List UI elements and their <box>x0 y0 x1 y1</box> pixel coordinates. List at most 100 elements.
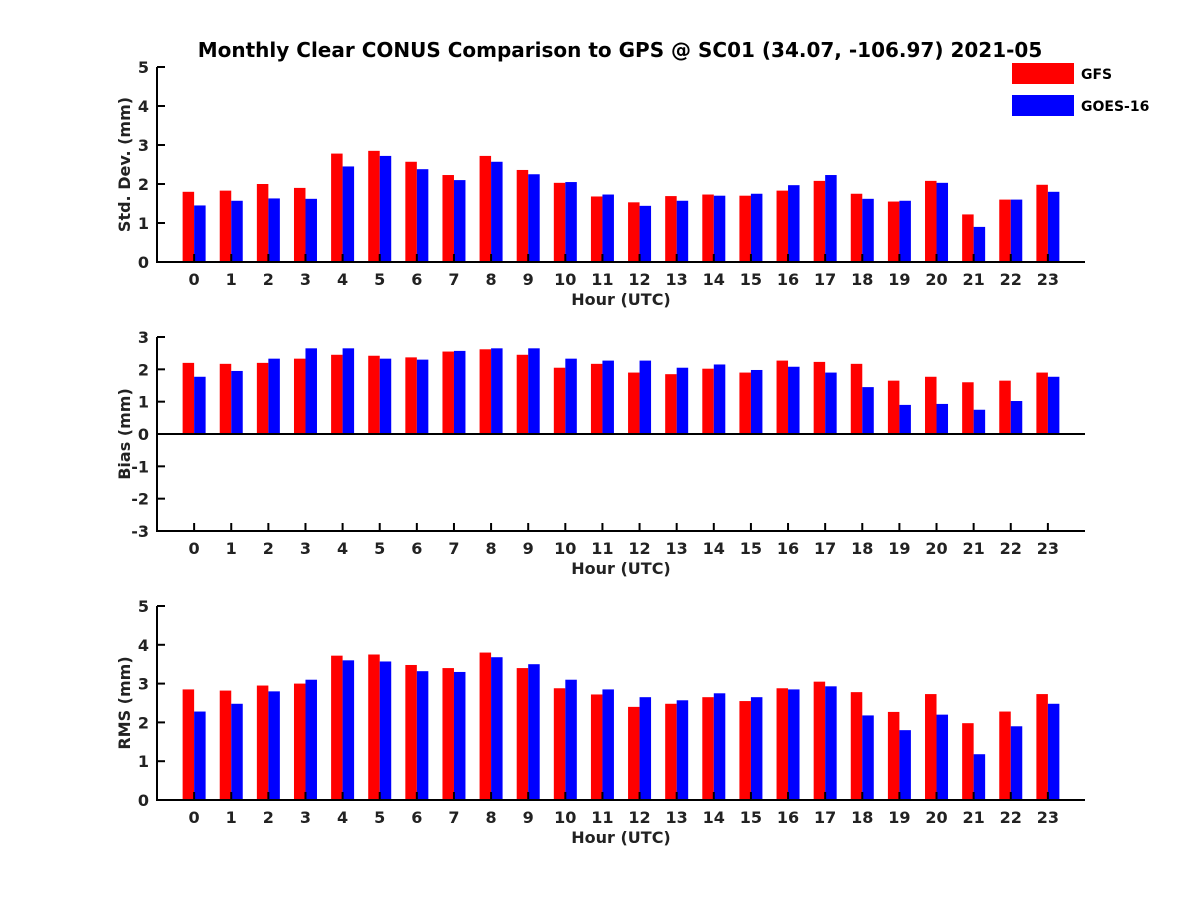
std-dev-x-tick-label: 21 <box>963 270 985 289</box>
std-dev-x-tick-label: 8 <box>486 270 497 289</box>
bias-bar-gfs-hour-3 <box>293 358 306 434</box>
bias-x-tick-label: 23 <box>1037 539 1059 558</box>
std-dev-bar-gfs-hour-7 <box>442 175 454 262</box>
std-dev-x-tick-label: 10 <box>554 270 576 289</box>
rms-bar-gfs-hour-10 <box>553 688 566 800</box>
std-dev-bar-gfs-hour-22 <box>999 199 1011 262</box>
std-dev-bar-gfs-hour-14 <box>702 194 714 262</box>
std-dev-y-tick-label: 5 <box>138 58 149 77</box>
bias-bar-gfs-hour-8 <box>479 349 492 434</box>
bias-bar-goes16-hour-14 <box>713 364 726 434</box>
rms-x-tick-label: 8 <box>486 808 497 827</box>
std-dev-x-tick-label: 6 <box>411 270 422 289</box>
std-dev-bar-gfs-hour-0 <box>182 191 195 262</box>
rms-bar-gfs-hour-3 <box>293 683 306 800</box>
bias-bar-gfs-hour-4 <box>331 354 343 434</box>
std-dev-bar-gfs-hour-6 <box>405 161 417 262</box>
bias-bar-gfs-hour-6 <box>405 357 417 434</box>
std-dev-bar-goes16-hour-11 <box>602 194 614 262</box>
bias-bar-goes16-hour-22 <box>1010 401 1023 434</box>
rms-y-tick-label: 3 <box>138 675 149 694</box>
bias-x-tick-label: 16 <box>777 539 799 558</box>
rms-x-tick-label: 17 <box>814 808 836 827</box>
rms-bar-gfs-hour-13 <box>665 703 677 800</box>
bias-bar-gfs-hour-19 <box>887 380 900 434</box>
bias-y-axis-label: Bias (mm) <box>115 388 134 480</box>
bias-bar-goes16-hour-7 <box>453 350 466 434</box>
rms-x-tick-label: 14 <box>703 808 725 827</box>
bias-x-tick-label: 10 <box>554 539 576 558</box>
rms-x-tick-label: 12 <box>628 808 650 827</box>
std-dev-bar-goes16-hour-16 <box>788 185 800 262</box>
bias-bar-goes16-hour-15 <box>750 369 763 434</box>
rms-bar-goes16-hour-14 <box>713 693 726 800</box>
bias-bar-goes16-hour-0 <box>194 376 206 434</box>
bias-x-tick-label: 20 <box>925 539 947 558</box>
std-dev-bar-gfs-hour-5 <box>368 150 380 262</box>
bias-bar-gfs-hour-21 <box>962 382 974 434</box>
rms-bar-goes16-hour-4 <box>342 660 355 800</box>
rms-bar-gfs-hour-6 <box>405 664 417 800</box>
rms-x-tick-label: 3 <box>300 808 311 827</box>
std-dev-bar-gfs-hour-15 <box>739 195 751 262</box>
rms-bar-goes16-hour-1 <box>231 703 243 800</box>
std-dev-bar-goes16-hour-20 <box>936 182 949 262</box>
std-dev-y-tick-label: 1 <box>138 214 149 233</box>
rms-y-tick-label: 1 <box>138 752 149 771</box>
std-dev-x-tick-label: 18 <box>851 270 873 289</box>
rms-x-axis-label: Hour (UTC) <box>571 828 671 847</box>
rms-bar-goes16-hour-5 <box>379 661 392 800</box>
std-dev-x-tick-label: 13 <box>666 270 688 289</box>
std-dev-x-tick-label: 15 <box>740 270 762 289</box>
std-dev-x-tick-label: 12 <box>628 270 650 289</box>
rms-x-tick-label: 13 <box>666 808 688 827</box>
std-dev-bar-goes16-hour-4 <box>342 166 355 262</box>
bias-bar-gfs-hour-1 <box>219 363 232 434</box>
rms-bar-goes16-hour-7 <box>453 671 466 800</box>
rms-x-tick-label: 15 <box>740 808 762 827</box>
rms-bar-goes16-hour-21 <box>973 754 986 800</box>
std-dev-bar-gfs-hour-1 <box>219 190 232 262</box>
bias-y-tick-label: -2 <box>131 490 149 509</box>
bias-bar-goes16-hour-19 <box>899 404 911 434</box>
std-dev-x-tick-label: 1 <box>226 270 237 289</box>
std-dev-x-tick-label: 19 <box>888 270 910 289</box>
std-dev-y-axis-label: Std. Dev. (mm) <box>115 97 134 232</box>
bias-bar-goes16-hour-16 <box>788 366 800 434</box>
rms-bar-gfs-hour-12 <box>628 706 640 800</box>
rms-bar-gfs-hour-15 <box>739 701 751 800</box>
rms-x-tick-label: 10 <box>554 808 576 827</box>
bias-x-tick-label: 6 <box>411 539 422 558</box>
bias-bar-gfs-hour-20 <box>925 376 937 434</box>
std-dev-x-tick-label: 7 <box>448 270 459 289</box>
rms-bar-gfs-hour-4 <box>331 655 343 800</box>
std-dev-bar-gfs-hour-19 <box>887 201 900 262</box>
std-dev-bar-goes16-hour-12 <box>639 205 652 262</box>
std-dev-x-tick-label: 23 <box>1037 270 1059 289</box>
std-dev-y-tick-label: 3 <box>138 136 149 155</box>
bias-bar-goes16-hour-3 <box>305 348 317 434</box>
std-dev-bar-goes16-hour-23 <box>1047 191 1060 262</box>
std-dev-bar-gfs-hour-21 <box>962 214 974 262</box>
bias-x-tick-label: 8 <box>486 539 497 558</box>
rms-bar-goes16-hour-6 <box>416 671 429 800</box>
std-dev-x-tick-label: 16 <box>777 270 799 289</box>
std-dev-bar-gfs-hour-2 <box>256 184 269 262</box>
rms-bar-gfs-hour-11 <box>590 694 603 800</box>
rms-x-tick-label: 16 <box>777 808 799 827</box>
rms-bar-goes16-hour-2 <box>268 691 280 800</box>
bias-bar-goes16-hour-8 <box>491 348 503 434</box>
bias-bar-goes16-hour-20 <box>936 403 949 434</box>
bias-y-tick-label: -3 <box>131 522 149 541</box>
rms-x-tick-label: 2 <box>263 808 274 827</box>
bias-y-tick-label: 3 <box>138 328 149 347</box>
bias-x-tick-label: 17 <box>814 539 836 558</box>
bias-x-tick-label: 12 <box>628 539 650 558</box>
bias-bar-goes16-hour-10 <box>565 358 577 434</box>
std-dev-bar-gfs-hour-8 <box>479 155 492 262</box>
std-dev-bar-goes16-hour-5 <box>379 155 392 262</box>
bias-x-tick-label: 14 <box>703 539 725 558</box>
bias-x-tick-label: 13 <box>666 539 688 558</box>
